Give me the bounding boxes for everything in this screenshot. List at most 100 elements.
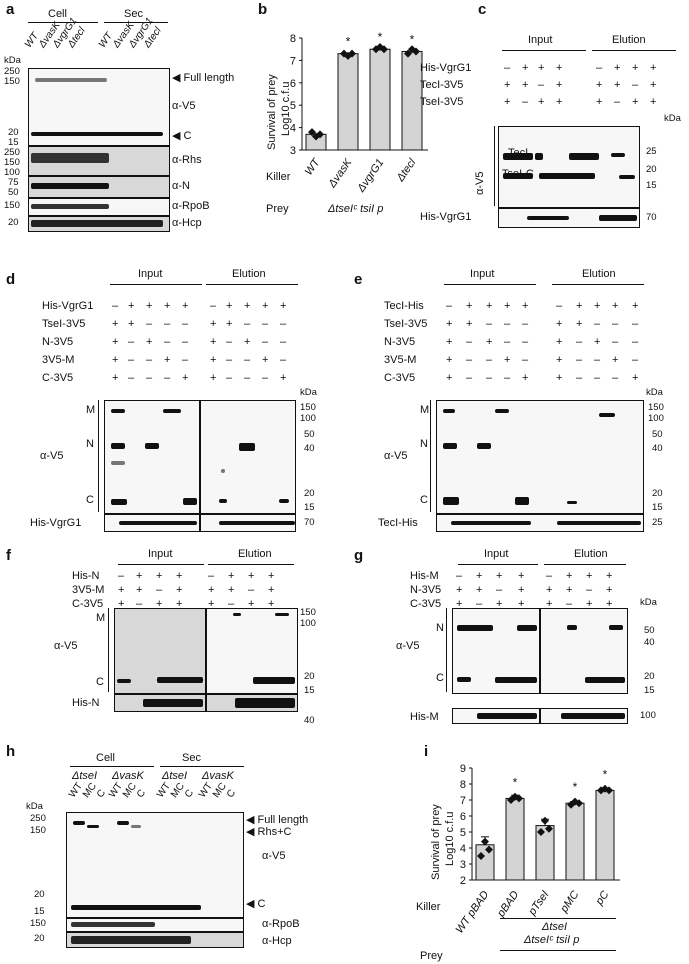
y-tick-label: 3 — [460, 859, 466, 871]
band-label: C — [86, 494, 94, 506]
bracket — [592, 50, 676, 51]
condition-value: + — [606, 598, 613, 610]
condition-value: + — [522, 300, 529, 312]
condition-value: + — [156, 598, 163, 610]
condition-value: + — [210, 372, 217, 384]
condition-value: – — [596, 62, 603, 74]
y-tick-label: 4 — [460, 843, 466, 855]
group-input: Input — [484, 548, 509, 560]
condition-value: – — [632, 354, 639, 366]
condition-value: – — [146, 354, 153, 366]
marker: 20 — [652, 488, 663, 499]
condition-value: – — [546, 570, 553, 582]
full-length-label: ◀ Full length — [172, 72, 235, 84]
condition-value: + — [556, 62, 563, 74]
band-label: N — [86, 438, 94, 450]
condition-label: C-3V5 — [410, 598, 442, 610]
bracket — [552, 284, 644, 285]
condition-label: His-VgrG1 — [420, 62, 472, 74]
condition-value: + — [594, 336, 601, 348]
marker: 15 — [304, 685, 315, 696]
marker: 20 — [304, 488, 315, 499]
condition-value: + — [632, 300, 639, 312]
condition-value: – — [576, 354, 583, 366]
condition-value: – — [136, 598, 143, 610]
condition-value: + — [146, 336, 153, 348]
antibody-label: α-RpoB — [172, 200, 210, 212]
condition-label: TecI-3V5 — [420, 79, 464, 91]
condition-value: + — [268, 584, 275, 596]
blot-n — [28, 176, 170, 198]
condition-value: + — [538, 96, 545, 108]
condition-value: + — [576, 300, 583, 312]
y-tick-label: 6 — [290, 78, 296, 90]
marker: 70 — [304, 517, 315, 528]
his-label: His-VgrG1 — [30, 517, 82, 529]
blot-av5 — [436, 400, 644, 514]
marker: 50 — [304, 429, 315, 440]
bracket — [110, 284, 202, 285]
condition-value: + — [446, 336, 453, 348]
condition-value: – — [128, 372, 135, 384]
data-point — [481, 837, 489, 846]
condition-label: His-N — [72, 570, 100, 582]
antibody-label: α-V5 — [262, 850, 286, 862]
y-tick-label: 7 — [290, 55, 296, 67]
significance-mark: * — [346, 35, 351, 49]
band-label: C — [436, 672, 444, 684]
condition-value: + — [136, 570, 143, 582]
marker: 40 — [304, 443, 315, 454]
condition-value: – — [244, 372, 251, 384]
antibody-label: α-Hcp — [262, 935, 292, 947]
condition-value: – — [164, 336, 171, 348]
y-tick-label: 3 — [290, 145, 296, 157]
condition-value: + — [466, 318, 473, 330]
antibody-label: α-Rhs — [172, 154, 202, 166]
marker: 20 — [8, 217, 19, 228]
condition-value: – — [504, 318, 511, 330]
band-label: M — [420, 404, 430, 416]
subgroup-label: ΔtseI — [162, 770, 188, 782]
blot-his — [436, 514, 644, 532]
prey-label: Prey — [266, 203, 289, 215]
condition-label: N-3V5 — [410, 584, 442, 596]
blot-elution — [200, 400, 296, 514]
y-tick-label: 8 — [460, 779, 466, 791]
group-elution: Elution — [612, 34, 646, 46]
bracket — [458, 564, 538, 565]
condition-value: + — [650, 96, 657, 108]
condition-value: – — [164, 318, 171, 330]
category-label: pBAD — [495, 889, 522, 920]
condition-value: + — [244, 300, 251, 312]
condition-value: – — [466, 354, 473, 366]
condition-value: – — [522, 318, 529, 330]
marker: 15 — [652, 502, 663, 513]
marker: 25 — [652, 517, 663, 528]
antibody-label: α-V5 — [40, 450, 64, 462]
condition-value: – — [576, 336, 583, 348]
subgroup-label: ΔvasK — [112, 770, 144, 782]
condition-value: + — [496, 598, 503, 610]
marker: 250 — [4, 147, 20, 158]
condition-value: + — [504, 79, 511, 91]
condition-value: – — [586, 584, 593, 596]
condition-label: His-VgrG1 — [42, 300, 94, 312]
kda-label: kDa — [640, 597, 657, 608]
condition-value: + — [208, 598, 215, 610]
bracket — [500, 918, 616, 919]
condition-value: – — [504, 62, 511, 74]
group-cell: Cell — [96, 752, 115, 764]
condition-value: + — [112, 336, 119, 348]
marker: 15 — [646, 180, 657, 191]
bar — [595, 789, 615, 881]
condition-value: – — [504, 372, 511, 384]
condition-value: + — [118, 584, 125, 596]
condition-value: + — [556, 354, 563, 366]
condition-value: + — [486, 336, 493, 348]
his-label: His-N — [72, 697, 100, 709]
group-input: Input — [470, 268, 495, 280]
condition-value: + — [210, 318, 217, 330]
condition-value: + — [210, 336, 217, 348]
condition-value: + — [556, 372, 563, 384]
condition-value: + — [556, 96, 563, 108]
